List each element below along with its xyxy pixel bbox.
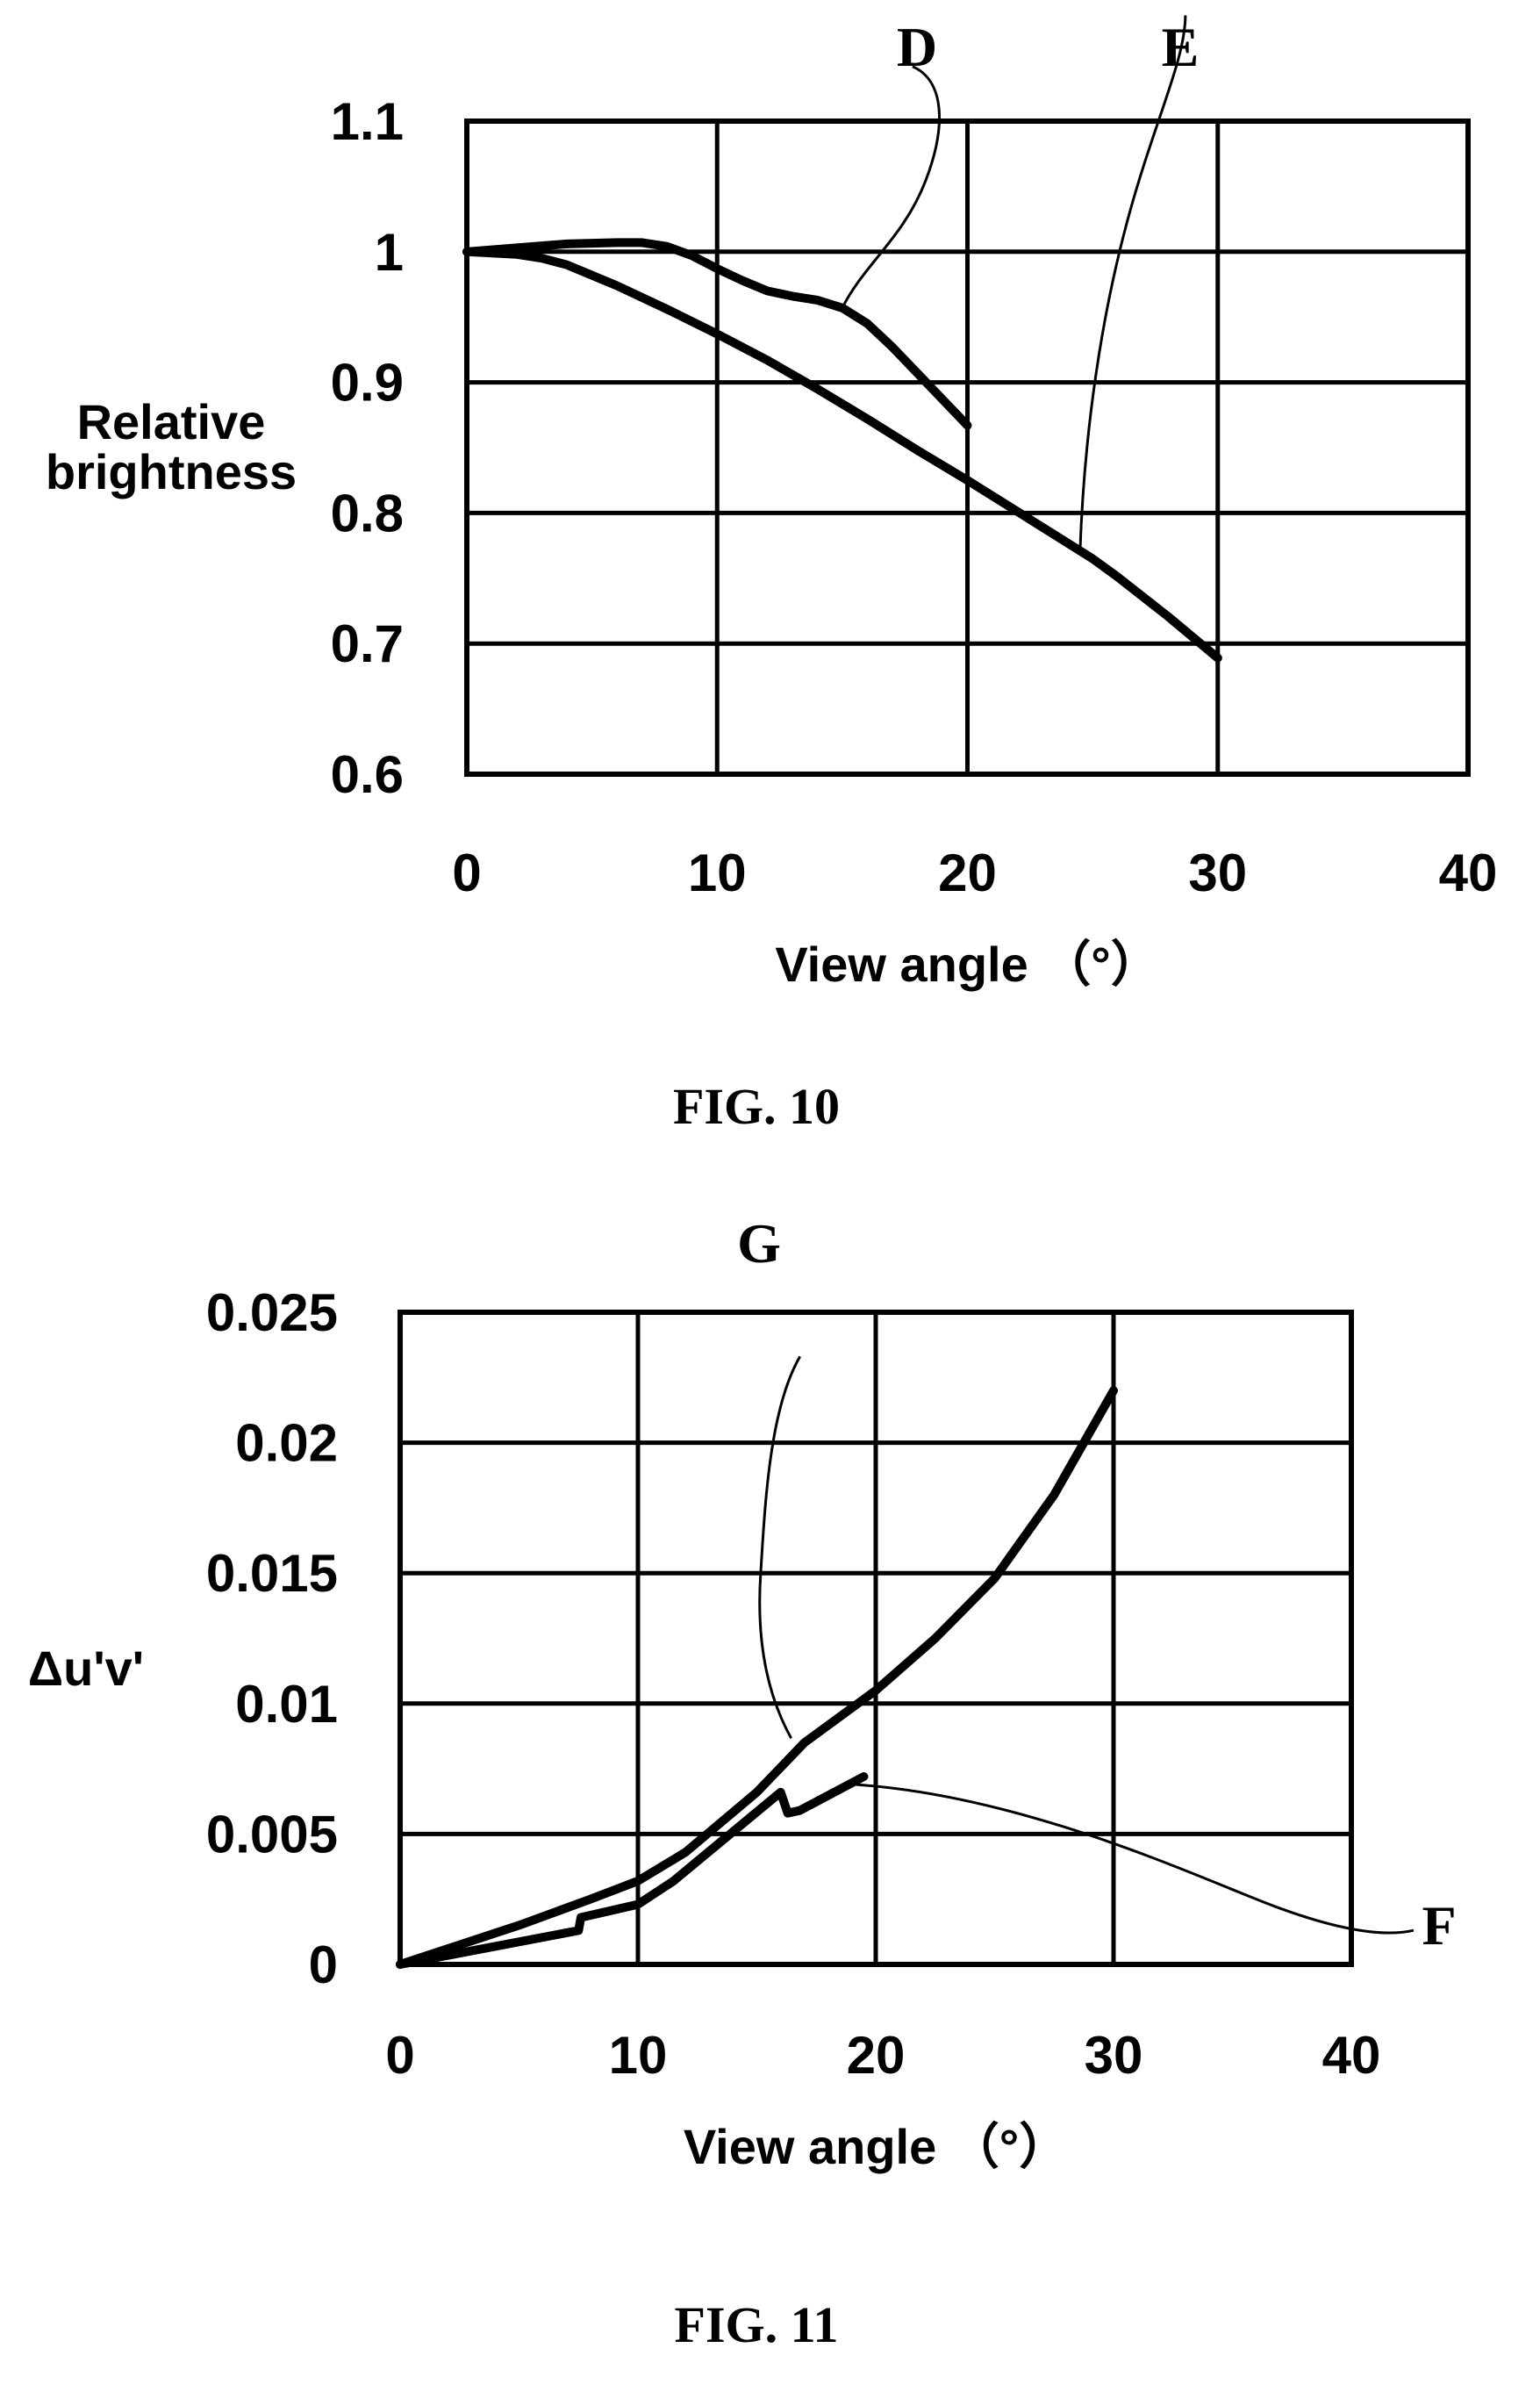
y-tick-label: 0 — [309, 1935, 338, 1994]
x-tick-label: 40 — [1439, 844, 1498, 902]
series-label-F: F — [1422, 1894, 1456, 1957]
x-tick-label: 20 — [847, 2026, 906, 2085]
leader-line-E — [1078, 15, 1187, 551]
x-tick-label: 10 — [609, 2026, 668, 2085]
chart-figure-11: 0 10 20 30 40 0 0.005 0.01 0.015 0.02 0.025 View an… — [28, 1212, 1457, 2353]
series-line-D — [462, 238, 972, 430]
y-tick-label: 1 — [375, 223, 404, 282]
leader-line-G — [758, 1355, 801, 1740]
series-line-F — [396, 1772, 869, 1969]
series-line-G — [396, 1386, 1118, 1969]
x-tick-label: 10 — [688, 844, 747, 902]
y-tick-label: 0.7 — [331, 614, 404, 673]
y-axis-label: brightness — [46, 444, 297, 499]
x-tick-label: 20 — [938, 844, 997, 902]
series-line-E — [462, 247, 1222, 663]
x-tick-label: 40 — [1322, 2026, 1381, 2085]
plot-frame — [398, 1310, 1354, 1967]
y-tick-label: 0.6 — [331, 745, 404, 804]
y-tick-label: 0.015 — [206, 1544, 338, 1603]
y-tick-label: 1.1 — [331, 92, 404, 151]
y-axis-label: Δu'v' — [28, 1641, 144, 1696]
y-tick-label: 0.9 — [331, 354, 404, 413]
x-axis-label: View angle （°） — [684, 2119, 1068, 2174]
figure-caption: FIG. 11 — [675, 2296, 839, 2353]
x-axis-label: View angle （°） — [775, 937, 1159, 992]
y-tick-label: 0.01 — [235, 1675, 338, 1734]
y-tick-label: 0.005 — [206, 1805, 338, 1863]
y-tick-label: 0.8 — [331, 484, 404, 542]
x-tick-label: 0 — [385, 2026, 414, 2085]
x-tick-label: 30 — [1085, 2026, 1143, 2085]
series-label-D: D — [897, 16, 937, 78]
series-label-E: E — [1162, 16, 1200, 78]
series-label-G: G — [737, 1212, 781, 1275]
leader-line-D — [841, 65, 941, 309]
plot-frame — [464, 118, 1471, 777]
figure-caption: FIG. 10 — [673, 1078, 840, 1135]
x-tick-label: 0 — [452, 844, 481, 902]
chart-figure-10: 0 10 20 30 40 0.6 0.7 0.8 0.9 1 1.1 View angle （°） R… — [46, 15, 1498, 1135]
y-tick-label: 0.025 — [206, 1283, 338, 1342]
y-axis-label: Relative — [77, 394, 266, 449]
leader-line-F — [856, 1783, 1415, 1935]
y-tick-label: 0.02 — [235, 1414, 338, 1473]
x-tick-label: 30 — [1188, 844, 1247, 902]
